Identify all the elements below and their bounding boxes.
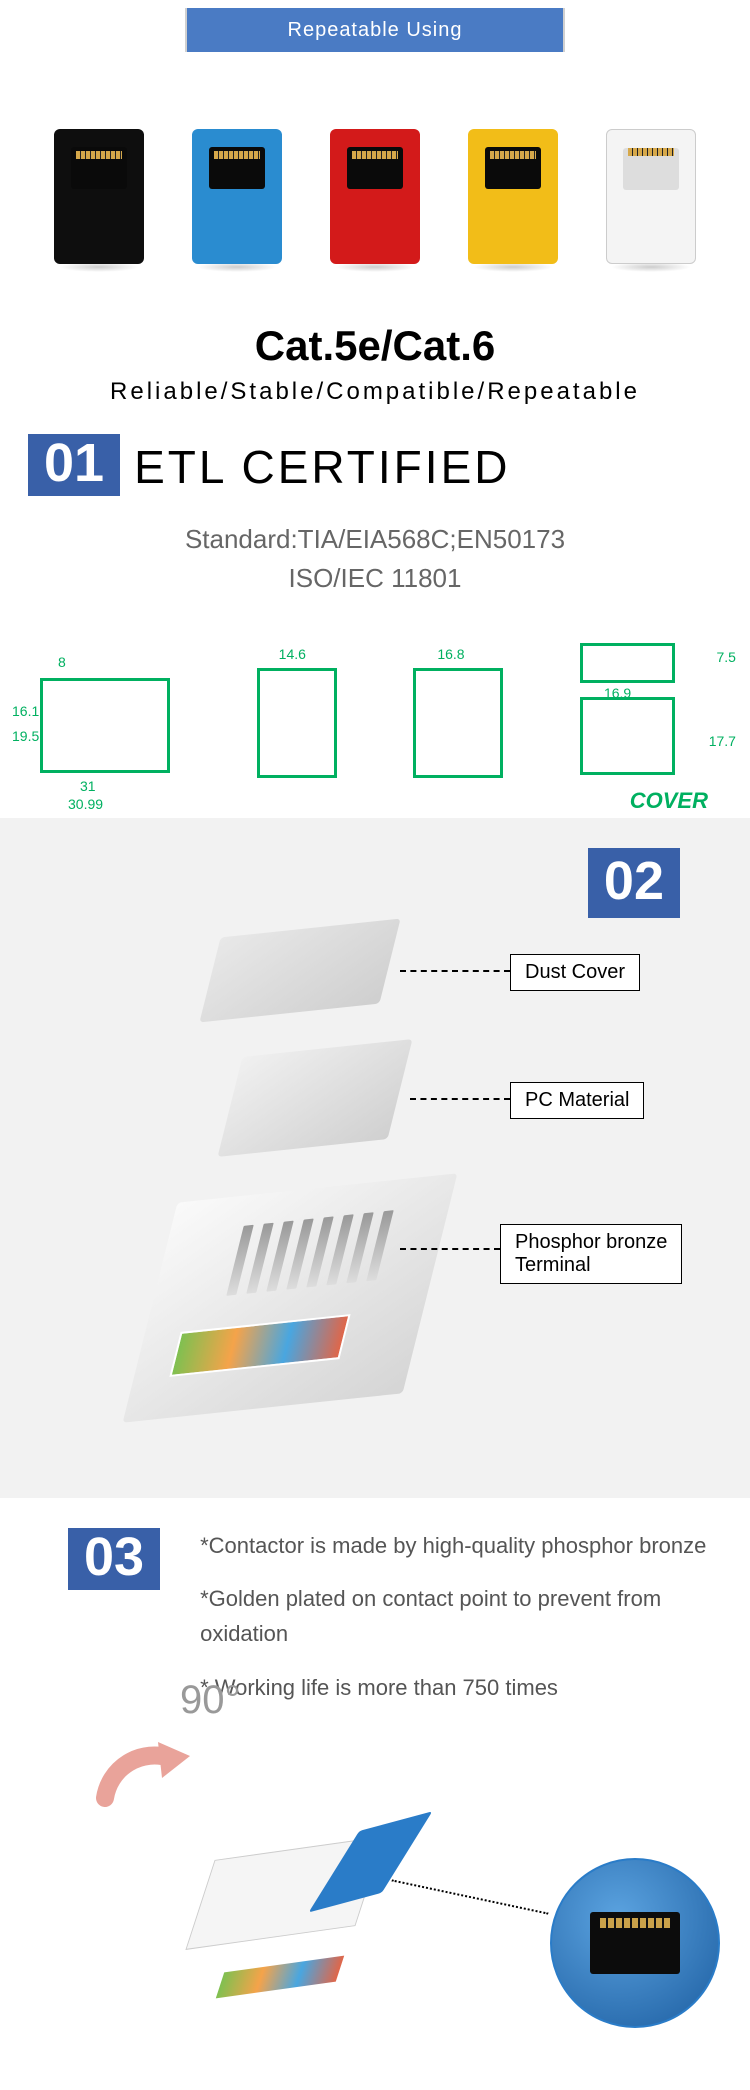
callout-line [400,970,510,972]
jacks-row [0,52,750,312]
dim-value: 7.5 [717,649,736,665]
part-dust-cover [199,919,400,1023]
dim-value: 16.1 [12,703,39,719]
feature-list: *Contactor is made by high-quality phosp… [200,1528,720,1723]
jack-item [182,112,292,272]
dim-value: 17.7 [709,733,736,749]
dim-value: 30.99 [68,796,103,812]
callout-line [400,1248,500,1250]
dim-value: 16.9 [604,685,631,701]
exploded-view: Dust Cover PC Material Phosphor bronze T… [30,928,720,1448]
angle-label: 90° [180,1678,241,1723]
product-title: Cat.5e/Cat.6 [0,322,750,370]
section1-heading: ETL CERTIFIED [134,440,510,494]
section1-number: 01 [28,434,120,496]
dim-value: 14.6 [279,646,306,662]
section2: 02 Dust Cover PC Material Phosphor bronz… [0,818,750,1498]
jack-rotated-view [200,1848,390,1998]
section3-number: 03 [68,1528,160,1590]
zoom-line [392,1879,549,1914]
jack-item [44,112,154,272]
product-tagline: Reliable/Stable/Compatible/Repeatable [0,378,750,406]
section2-number: 02 [588,848,680,918]
dimensions-diagram: 8 16.1 19.5 31 30.99 14.6 16.8 16.9 7.5 … [0,618,750,818]
std-line: Standard:TIA/EIA568C;EN50173 [0,520,750,559]
dim-value: 19.5 [12,728,39,744]
part-pc-material [218,1039,413,1157]
section1-header: 01 ETL CERTIFIED [28,434,750,496]
inset-zoom-circle [550,1858,720,2028]
jack-item [596,112,706,272]
callout-dust-cover: Dust Cover [510,954,640,991]
jack-item [458,112,568,272]
feature-item: *Contactor is made by high-quality phosp… [200,1528,720,1563]
port-closeup [590,1912,680,1974]
rotate-arrow-icon [80,1728,200,1848]
section3: 03 *Contactor is made by high-quality ph… [0,1498,750,2038]
dim-value: 16.8 [437,646,464,662]
part-base [123,1173,458,1422]
standards-text: Standard:TIA/EIA568C;EN50173 ISO/IEC 118… [0,520,750,598]
callout-line [410,1098,510,1100]
feature-item: *Golden plated on contact point to preve… [200,1581,720,1651]
dim-value: 31 [80,778,96,794]
callout-pc-material: PC Material [510,1082,644,1119]
callout-terminal: Phosphor bronze Terminal [500,1224,682,1284]
banner-title: Repeatable Using [185,8,565,52]
jack-item [320,112,430,272]
std-line: ISO/IEC 11801 [0,559,750,598]
feature-item: * Working life is more than 750 times [200,1670,720,1705]
cover-label: COVER [630,788,708,814]
dim-value: 8 [58,654,66,670]
